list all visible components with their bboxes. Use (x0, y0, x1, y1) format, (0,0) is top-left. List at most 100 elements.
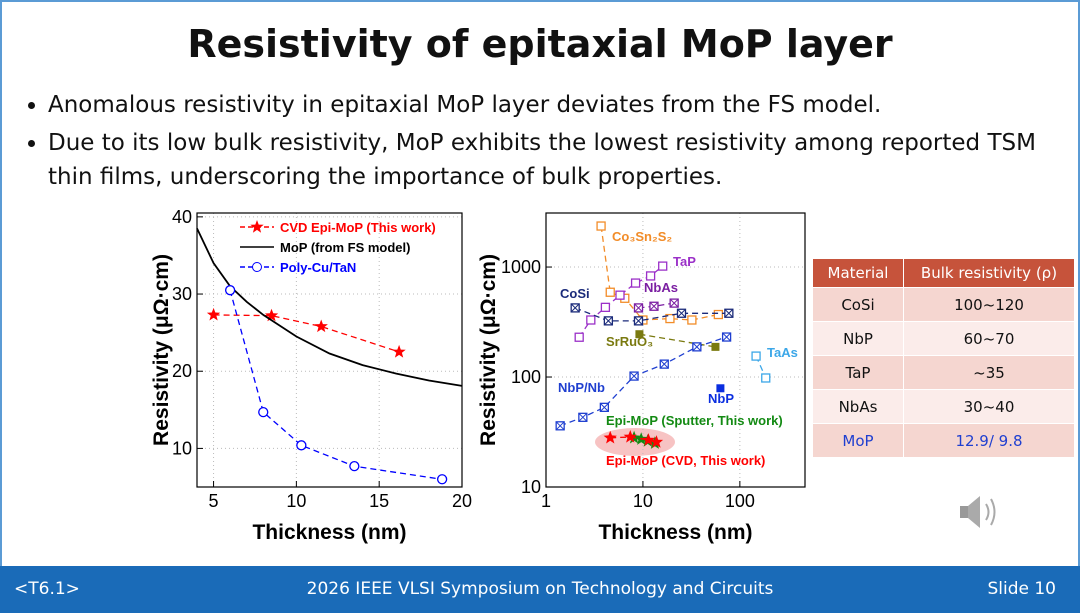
table-cell: CoSi (812, 287, 904, 322)
marker (623, 430, 637, 443)
series-line (213, 314, 400, 353)
marker (314, 319, 328, 333)
y-tick-label: 10 (172, 438, 192, 458)
legend-marker (252, 262, 262, 272)
marker-cross (570, 303, 580, 313)
marker-cross (578, 412, 588, 422)
marker (603, 430, 617, 444)
marker-cross (634, 316, 643, 326)
y-tick-label: 100 (511, 367, 541, 387)
table-cell: MoP (812, 423, 904, 458)
marker (649, 435, 664, 448)
marker-cross (649, 301, 659, 311)
marker-cross (629, 371, 639, 381)
table-cell: 30~40 (903, 389, 1075, 424)
series-label: NbP (708, 391, 734, 406)
marker (555, 421, 565, 431)
speaker-cone (968, 496, 980, 528)
marker (629, 371, 639, 381)
table-cell: ~35 (903, 355, 1075, 390)
x-axis-label: Thickness (nm) (252, 521, 406, 544)
y-tick-label: 40 (172, 207, 192, 227)
marker (599, 402, 610, 412)
table-header: Material (812, 258, 904, 288)
table-row: NbP 60~70 (812, 321, 1075, 356)
marker-cross (724, 308, 734, 318)
series-label: TaAs (767, 345, 798, 360)
marker (676, 308, 687, 318)
bullet: Anomalous resistivity in epitaxial MoP l… (48, 88, 1078, 122)
footer-left: <T6.1> (14, 579, 80, 599)
series-line (639, 333, 716, 348)
speaker-icon[interactable] (960, 496, 996, 528)
footer: <T6.1> 2026 IEEE VLSI Symposium on Techn… (0, 566, 1080, 613)
marker (596, 221, 606, 231)
series-line (229, 290, 443, 480)
marker (574, 332, 584, 342)
marker (633, 303, 644, 313)
marker (605, 287, 615, 297)
marker (392, 344, 406, 358)
marker (649, 301, 659, 311)
marker (258, 406, 269, 418)
table-row: MoP 12.9/ 9.8 (812, 423, 1075, 458)
series-label: Co₃Sn₂S₂ (612, 229, 672, 244)
table-cell: NbAs (812, 389, 904, 424)
marker (603, 316, 614, 326)
y-tick-label: 1000 (501, 257, 541, 277)
marker (751, 351, 761, 361)
marker-cross (634, 303, 643, 313)
marker (633, 316, 644, 326)
x-tick-label: 10 (633, 491, 653, 511)
x-tick-label: 100 (725, 491, 755, 511)
marker (586, 315, 596, 325)
table-row: CoSi 100~120 (812, 287, 1075, 322)
y-tick-label: 30 (172, 284, 192, 304)
table-cell: 12.9/ 9.8 (903, 423, 1075, 458)
marker (578, 412, 588, 422)
highlight (595, 428, 675, 456)
footer-center: 2026 IEEE VLSI Symposium on Technology a… (306, 579, 774, 599)
marker (669, 298, 679, 308)
marker-cross (600, 402, 609, 412)
series-label: CoSi (560, 286, 590, 301)
speaker-waves (985, 498, 996, 526)
table: Material Bulk resistivity (ρ) CoSi 100~120… (812, 258, 1075, 458)
plot-frame (196, 212, 463, 488)
marker (724, 308, 734, 318)
x-tick-label: 1 (541, 491, 551, 511)
marker-cross (604, 316, 613, 326)
marker (658, 261, 668, 271)
marker-cross (659, 359, 669, 369)
legend-label: MoP (from FS model) (280, 240, 410, 255)
series-label: SrRuO₃ (606, 334, 653, 349)
footer-right: Slide 10 (987, 579, 1056, 599)
marker (224, 285, 236, 296)
marker (645, 271, 656, 281)
marker (615, 290, 625, 300)
legend-marker (250, 220, 264, 233)
marker-cross (722, 332, 731, 342)
table-cell: 100~120 (903, 287, 1075, 322)
table-header: Bulk resistivity (ρ) (903, 258, 1075, 288)
marker (641, 433, 656, 446)
slide-title: Resistivity of epitaxial MoP layer (187, 22, 893, 66)
marker-cross (677, 308, 686, 318)
y-tick-label: 20 (172, 361, 192, 381)
marker (635, 330, 644, 339)
legend-label: CVD Epi-MoP (This work) (280, 220, 436, 235)
bullets: Anomalous resistivity in epitaxial MoP l… (22, 88, 1078, 198)
marker-cross (692, 342, 702, 352)
marker (659, 359, 669, 369)
marker (761, 373, 771, 383)
series-label: NbP/Nb (558, 380, 605, 395)
series-label: Epi-MoP (Sputter, This work) (606, 413, 783, 428)
marker (711, 342, 720, 351)
x-tick-label: 15 (369, 491, 389, 511)
marker-cross (555, 421, 565, 431)
bullet: Due to its low bulk resistivity, MoP exh… (48, 126, 1078, 194)
legend-label: Poly-Cu/TaN (280, 260, 356, 275)
y-axis-label: Resistivity (μΩ·cm) (477, 254, 500, 446)
series-label: TaP (673, 254, 696, 269)
marker (721, 332, 732, 342)
